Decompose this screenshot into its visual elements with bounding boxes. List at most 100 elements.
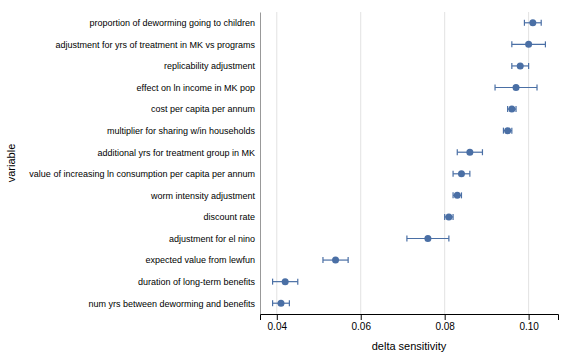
error-point — [407, 235, 449, 242]
y-axis-title: variable — [5, 144, 17, 183]
point — [529, 19, 536, 26]
error-cap-low — [322, 257, 323, 263]
y-tick-label: discount rate — [203, 212, 255, 222]
y-tick: duration of long-term benefits — [138, 277, 256, 287]
y-tick-label: proportion of deworming going to childre… — [89, 18, 255, 28]
x-axis: 0.04 0.06 0.08 0.10 — [261, 314, 559, 332]
error-cap-low — [507, 106, 508, 112]
error-cap-high — [452, 214, 453, 220]
error-point — [495, 84, 537, 91]
grid-line — [360, 12, 361, 314]
error-point — [273, 278, 298, 285]
y-tick: discount rate — [203, 212, 255, 222]
point — [513, 84, 520, 91]
error-point — [524, 19, 541, 26]
grid-line — [444, 12, 445, 314]
x-tick-label: 0.10 — [519, 321, 539, 332]
plot-area — [273, 19, 546, 306]
grid-line — [528, 12, 529, 314]
chart-container: proportion of deworming going to childre… — [0, 0, 576, 360]
y-tick: worm intensity adjustment — [150, 191, 256, 201]
error-point — [457, 149, 482, 156]
y-tick: effect on ln income in MK pop — [137, 83, 255, 93]
error-cap-high — [536, 85, 537, 91]
x-tick-mark — [361, 314, 362, 320]
y-tick: expected value from lewfun — [145, 255, 255, 265]
error-cap-low — [457, 149, 458, 155]
error-point — [273, 300, 290, 307]
x-tick-label: 0.06 — [351, 321, 371, 332]
error-cap-high — [545, 41, 546, 47]
y-tick-label: multiplier for sharing w/in households — [107, 126, 256, 136]
error-cap-low — [503, 128, 504, 134]
point — [424, 235, 431, 242]
x-tick-mark — [277, 314, 278, 320]
error-cap-low — [452, 171, 453, 177]
x-tick: 0.06 — [351, 314, 371, 332]
grid-line — [276, 12, 277, 314]
error-cap-low — [494, 85, 495, 91]
x-tick: 0.08 — [435, 314, 455, 332]
error-point — [503, 127, 511, 134]
error-point — [323, 257, 348, 264]
point — [282, 278, 289, 285]
point — [466, 149, 473, 156]
y-axis-line — [260, 13, 261, 315]
point — [277, 300, 284, 307]
x-axis-line — [261, 315, 559, 321]
y-tick-label: additional yrs for treatment group in MK — [97, 148, 255, 158]
error-cap-low — [444, 214, 445, 220]
y-tick: additional yrs for treatment group in MK — [97, 148, 255, 158]
error-cap-high — [541, 20, 542, 26]
x-tick-label: 0.04 — [268, 321, 288, 332]
error-cap-high — [289, 300, 290, 306]
error-cap-high — [348, 257, 349, 263]
error-cap-low — [511, 63, 512, 69]
y-tick: multiplier for sharing w/in households — [107, 126, 256, 136]
y-tick-label: value of increasing ln consumption per c… — [29, 169, 255, 179]
error-cap-high — [448, 236, 449, 242]
chart-svg: proportion of deworming going to childre… — [0, 0, 576, 360]
y-tick-label: cost per capita per annum — [151, 104, 255, 114]
point — [525, 41, 532, 48]
y-tick-label: expected value from lewfun — [145, 255, 255, 265]
error-point — [512, 41, 546, 48]
point — [517, 62, 524, 69]
y-tick-label: worm intensity adjustment — [150, 191, 256, 201]
y-tick-label: effect on ln income in MK pop — [137, 83, 255, 93]
x-tick: 0.04 — [268, 314, 288, 332]
y-tick: adjustment for el nino — [169, 234, 255, 244]
error-cap-low — [524, 20, 525, 26]
y-tick-label: adjustment for el nino — [169, 234, 255, 244]
point — [445, 213, 452, 220]
x-axis-title: delta sensitivity — [372, 340, 447, 352]
point — [454, 192, 461, 199]
y-tick: num yrs between deworming and benefits — [88, 299, 255, 309]
y-tick: adjustment for yrs of treatment in MK vs… — [55, 40, 255, 50]
point — [504, 127, 511, 134]
error-cap-low — [272, 300, 273, 306]
point — [458, 170, 465, 177]
x-tick: 0.10 — [519, 314, 539, 332]
error-point — [453, 192, 461, 199]
error-cap-low — [272, 279, 273, 285]
error-cap-high — [511, 128, 512, 134]
y-tick-label: duration of long-term benefits — [138, 277, 256, 287]
x-tick-mark — [529, 314, 530, 320]
y-axis: proportion of deworming going to childre… — [29, 13, 260, 315]
error-cap-high — [482, 149, 483, 155]
point — [508, 106, 515, 113]
y-tick: proportion of deworming going to childre… — [89, 18, 255, 28]
y-tick: cost per capita per annum — [151, 104, 255, 114]
grid — [277, 12, 529, 314]
error-point — [508, 106, 516, 113]
y-tick: replicability adjustment — [164, 61, 256, 71]
error-cap-high — [469, 171, 470, 177]
error-point — [445, 213, 453, 220]
y-tick-label: adjustment for yrs of treatment in MK vs… — [55, 40, 255, 50]
error-point — [512, 62, 529, 69]
error-cap-low — [452, 192, 453, 198]
y-tick-label: replicability adjustment — [164, 61, 256, 71]
error-cap-high — [528, 63, 529, 69]
error-cap-high — [297, 279, 298, 285]
